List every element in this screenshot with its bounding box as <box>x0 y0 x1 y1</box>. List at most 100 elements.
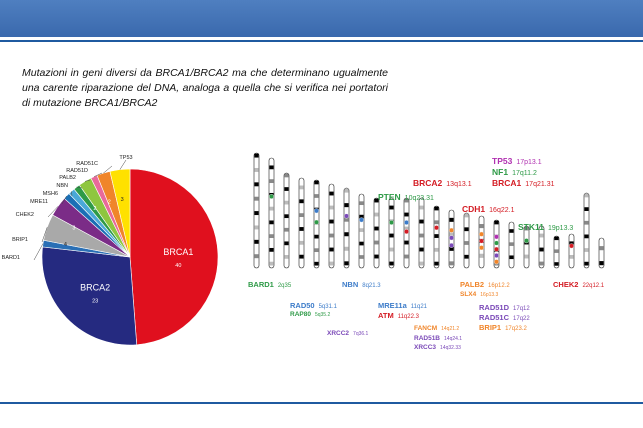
pie-outer-label-rad51c: RAD51C <box>76 161 98 167</box>
gene-locus: 11q21 <box>410 304 428 310</box>
pie-leader-tp53 <box>119 159 127 170</box>
pie-value-rad51c: 2 <box>108 200 111 206</box>
gene-locus: 10q23.31 <box>404 195 434 202</box>
gene-locus: 11q22.3 <box>397 314 419 320</box>
karyogram <box>253 152 605 269</box>
gene-locus: 14q21.2 <box>441 326 460 332</box>
pie-leader-bard1 <box>33 243 44 261</box>
pie-outer-label-rad51d: RAD51D <box>66 168 88 174</box>
gene-name: BRCA1 <box>492 178 522 188</box>
pie-value-brca2: 23 <box>92 299 98 305</box>
gene-locus: 8q21.3 <box>362 283 381 289</box>
chromosome-6 <box>328 183 335 269</box>
chromosome-14 <box>448 209 455 269</box>
gene-name: TP53 <box>492 156 513 166</box>
chromosome-23 <box>583 192 590 269</box>
chromosome-10 <box>388 197 395 269</box>
gene-name: XRCC3 <box>414 344 437 351</box>
pie-outer-label-chek2: CHEK2 <box>16 212 34 218</box>
pie-leader-nbn <box>76 186 83 189</box>
pie-label-brca1: BRCA1 <box>163 247 193 257</box>
chromosome-17 <box>493 219 500 269</box>
pie-outer-label-bard1: BARD1 <box>2 255 20 261</box>
gene-bard1: BARD1 2q35 <box>248 280 291 289</box>
chromosome-15 <box>463 212 470 269</box>
pie-leader-mre11 <box>61 195 67 205</box>
gene-locus: 5q31.1 <box>318 304 337 310</box>
gene-name: BRCA2 <box>413 178 443 188</box>
gene-brip1: BRIP1 17q23.2 <box>479 323 527 332</box>
gene-name: RAD51C <box>479 313 510 322</box>
gene-name: XRCC2 <box>327 330 350 337</box>
chromosome-21 <box>553 235 560 269</box>
gene-tp53: TP53 17p13.1 <box>492 156 542 166</box>
chromosome-2 <box>268 157 275 269</box>
gene-name: ATM <box>378 311 394 320</box>
chromosome-1 <box>253 152 260 269</box>
gene-locus: 17p13.1 <box>516 159 542 166</box>
chromosome-16 <box>478 215 485 269</box>
gene-name: CDH1 <box>462 204 486 214</box>
chromosome-3 <box>283 172 290 269</box>
gene-name: RAP80 <box>290 311 311 318</box>
gene-brca2: BRCA2 13q13.1 <box>413 178 472 188</box>
gene-xrcc3: XRCC3 14q32.33 <box>414 344 461 351</box>
gene-fancm: FANCM 14q21.2 <box>414 325 459 332</box>
pie-leader-chek2 <box>47 206 59 218</box>
gene-locus: 16q22.1 <box>489 207 515 214</box>
gene-rad51b: RAD51B 14q24.1 <box>414 335 462 342</box>
pie-value-brip1: 4 <box>64 242 67 248</box>
gene-rad51c: RAD51C 17q22 <box>479 313 530 322</box>
pie-outer-label-mre11: MRE11 <box>30 199 48 205</box>
gene-locus: 14q32.33 <box>440 345 461 351</box>
gene-locus: 17q23.2 <box>505 326 527 332</box>
gene-locus: 16p12.2 <box>488 283 510 289</box>
pie-leader-palb2 <box>84 179 91 182</box>
gene-rad50: RAD50 5q31.1 <box>290 301 337 310</box>
gene-name: BRIP1 <box>479 323 502 332</box>
pie-value-palb2: 2 <box>93 206 96 212</box>
gene-name: RAD51D <box>479 303 510 312</box>
pie-outer-label-tp53: TP53 <box>119 155 132 161</box>
chromosome-20 <box>538 225 545 269</box>
slide-caption: Mutazioni in geni diversi da BRCA1/BRCA2… <box>22 67 388 109</box>
gene-name: RAD50 <box>290 301 315 310</box>
gene-name: RAD51B <box>414 335 441 342</box>
gene-atm: ATM 11q22.3 <box>378 311 419 320</box>
pie-value-brca1: 40 <box>175 263 181 269</box>
pie-outer-label-brip1: BRIP1 <box>12 237 28 243</box>
gene-locus: 17q12 <box>513 306 530 312</box>
chromosome-4 <box>298 177 305 269</box>
chromosome-8 <box>358 193 365 269</box>
gene-palb2: PALB2 16p12.2 <box>460 280 510 289</box>
gene-chek2: CHEK2 22q12.1 <box>553 280 604 289</box>
gene-name: BARD1 <box>248 280 274 289</box>
gene-name: MRE11a <box>378 301 407 310</box>
top-divider <box>0 40 643 42</box>
gene-name: PALB2 <box>460 280 485 289</box>
bottom-divider <box>0 402 643 404</box>
chromosome-24 <box>598 237 605 269</box>
gene-locus: 19p13.3 <box>548 225 574 232</box>
chromosome-18 <box>508 221 515 269</box>
chromosome-22 <box>568 233 575 269</box>
gene-rap80: RAP80 5q35.2 <box>290 311 330 318</box>
pie-slice-brca2 <box>41 246 138 346</box>
chromosome-9 <box>373 197 380 269</box>
gene-rad51d: RAD51D 17q12 <box>479 303 530 312</box>
gene-locus: 7q36.1 <box>353 331 369 337</box>
gene-nbn: NBN 8q21.3 <box>342 280 381 289</box>
pie-value-tp53: 3 <box>121 197 124 203</box>
gene-name: NF1 <box>492 167 509 177</box>
chromosome-12 <box>418 197 425 269</box>
gene-name: PTEN <box>378 192 401 202</box>
gene-nf1: NF1 17q11.2 <box>492 167 537 177</box>
pie-outer-label-msh6: MSH6 <box>43 191 58 197</box>
gene-mre11a: MRE11a 11q21 <box>378 301 427 310</box>
gene-name: CHEK2 <box>553 280 579 289</box>
chromosome-19 <box>523 225 530 269</box>
gene-brca1: BRCA1 17q21.31 <box>492 178 554 188</box>
gene-xrcc2: XRCC2 7q36.1 <box>327 330 368 337</box>
pie-slice-brca1 <box>129 168 219 346</box>
